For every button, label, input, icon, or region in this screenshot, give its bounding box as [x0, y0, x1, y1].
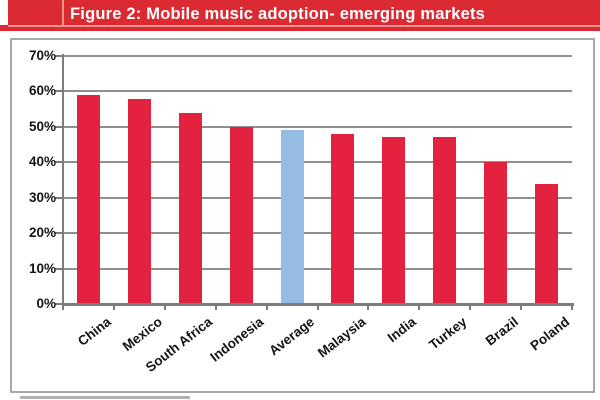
banner-accent-vline	[62, 0, 64, 25]
y-axis-label-60%: 60%	[28, 83, 56, 99]
x-axis-label-india: India	[385, 314, 420, 346]
y-tick-40%	[55, 161, 62, 164]
y-tick-30%	[55, 196, 62, 199]
y-tick-60%	[55, 90, 62, 93]
bar-average	[280, 130, 304, 304]
x-axis-label-poland: Poland	[527, 314, 572, 354]
x-tick-5	[316, 306, 319, 310]
y-axis-line	[62, 54, 64, 307]
banner-left-notch	[0, 0, 8, 25]
x-axis-label-mexico: Mexico	[119, 314, 165, 355]
x-axis-line	[62, 303, 574, 306]
bar-indonesia	[229, 126, 253, 304]
y-tick-50%	[55, 125, 62, 128]
x-axis-label-china: China	[74, 314, 114, 349]
y-axis-label-70%: 70%	[28, 48, 56, 63]
x-tick-10	[571, 306, 573, 310]
y-axis-label-30%: 30%	[28, 189, 56, 205]
figure-banner: Figure 2: Mobile music adoption- emergin…	[0, 0, 600, 31]
gridline-60	[63, 90, 572, 93]
y-axis-label-20%: 20%	[28, 225, 56, 241]
x-axis-label-average: Average	[266, 314, 318, 359]
y-axis-label-40%: 40%	[28, 154, 56, 170]
bar-india	[382, 137, 406, 304]
bar-poland	[535, 183, 559, 304]
x-tick-9	[520, 306, 523, 310]
x-tick-6	[367, 306, 370, 310]
figure-title: Figure 2: Mobile music adoption- emergin…	[70, 5, 486, 23]
y-axis-label-0%: 0%	[36, 296, 56, 311]
bar-turkey	[433, 137, 457, 304]
bar-brazil	[484, 162, 508, 304]
y-axis-label-10%: 10%	[28, 260, 56, 276]
y-tick-10%	[55, 267, 62, 270]
gridline-70	[63, 55, 572, 57]
x-tick-8	[469, 306, 472, 310]
x-tick-0	[62, 306, 64, 310]
gridline-20	[63, 232, 572, 235]
x-axis-label-malaysia: Malaysia	[314, 314, 369, 361]
x-axis-label-turkey: Turkey	[426, 314, 470, 353]
x-tick-2	[163, 306, 166, 310]
x-axis-label-brazil: Brazil	[482, 314, 521, 349]
banner-accent-hline	[8, 25, 600, 27]
gridline-10	[63, 267, 572, 270]
bar-china	[76, 94, 100, 304]
bar-mexico	[127, 98, 151, 304]
gridline-50	[63, 125, 572, 128]
x-tick-4	[265, 306, 268, 310]
x-tick-7	[418, 306, 421, 310]
bar-south-africa	[178, 112, 202, 304]
x-tick-3	[214, 306, 217, 310]
x-tick-1	[112, 306, 115, 310]
page-bottom-artifact-line	[20, 396, 190, 399]
x-axis-label-indonesia: Indonesia	[207, 314, 267, 365]
y-tick-20%	[55, 232, 62, 235]
y-axis-label-50%: 50%	[28, 118, 56, 134]
bar-malaysia	[331, 133, 355, 304]
gridline-30	[63, 196, 572, 199]
gridline-40	[63, 161, 572, 164]
y-tick-70%	[55, 55, 62, 57]
y-tick-0%	[55, 303, 62, 305]
